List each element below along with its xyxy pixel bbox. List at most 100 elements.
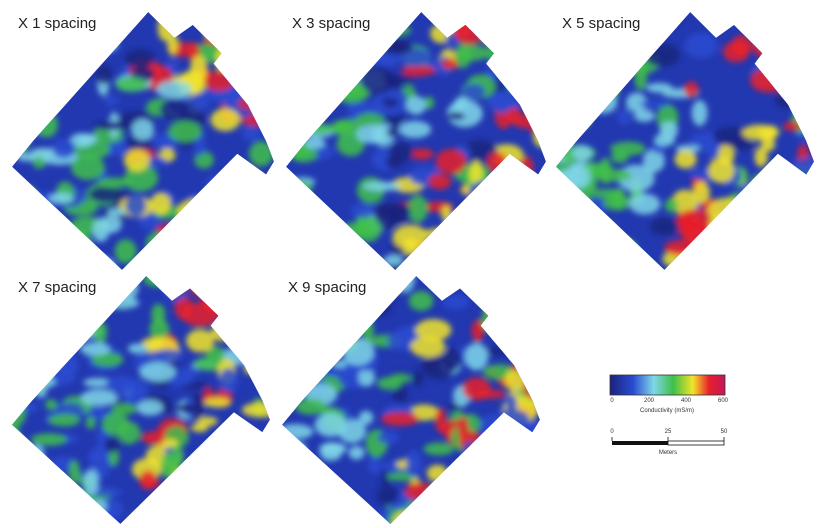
texture-blob — [441, 205, 451, 222]
texture-blob — [299, 298, 327, 325]
texture-blob — [505, 394, 517, 412]
texture-blob — [760, 212, 793, 238]
texture-blob — [507, 67, 518, 92]
texture-blob — [47, 325, 84, 347]
texture-blob — [640, 100, 670, 108]
texture-blob — [401, 65, 436, 76]
texture-blob — [224, 323, 252, 343]
texture-blob — [93, 121, 126, 130]
panel-label: X 5 spacing — [562, 15, 640, 32]
texture-blob — [730, 205, 755, 231]
texture-blob — [239, 329, 260, 343]
texture-blob — [406, 450, 421, 477]
texture-blob — [30, 94, 51, 111]
texture-blob — [522, 225, 558, 252]
texture-blob — [360, 66, 394, 94]
texture-blob — [409, 291, 434, 311]
texture-blob — [207, 283, 219, 292]
texture-blob — [533, 128, 558, 148]
texture-blob — [249, 228, 269, 249]
texture-blob — [551, 231, 579, 246]
texture-blob — [751, 173, 784, 186]
texture-blob — [463, 441, 478, 463]
texture-blob — [71, 155, 105, 180]
texture-blob — [225, 319, 254, 345]
texture-blob — [56, 353, 78, 377]
texture-blob — [517, 37, 542, 54]
texture-blob — [419, 507, 440, 527]
texture-blob — [356, 103, 388, 113]
texture-blob — [348, 254, 359, 264]
texture-blob — [284, 361, 295, 376]
texture-blob — [672, 13, 682, 22]
texture-blob — [281, 362, 303, 390]
colorbar-tick-label: 0 — [610, 398, 614, 404]
texture-blob — [503, 441, 532, 457]
texture-blob — [150, 193, 171, 215]
texture-blob — [267, 312, 302, 323]
texture-blob — [427, 486, 449, 510]
texture-blob — [124, 149, 150, 172]
texture-blob — [521, 321, 545, 336]
texture-blob — [750, 68, 786, 92]
texture-blob — [404, 482, 434, 500]
texture-blob — [611, 188, 625, 208]
panel-label: X 9 spacing — [288, 279, 366, 296]
texture-blob — [241, 307, 268, 319]
texture-blob — [472, 8, 505, 28]
texture-blob — [289, 180, 312, 195]
texture-blob — [84, 469, 99, 495]
texture-blob — [749, 189, 760, 198]
texture-blob — [232, 39, 269, 61]
texture-blob — [207, 200, 239, 223]
texture-blob — [21, 255, 46, 271]
panel-label: X 1 spacing — [18, 15, 96, 32]
texture-blob — [390, 202, 410, 224]
texture-blob — [26, 101, 56, 120]
texture-blob — [274, 224, 307, 234]
texture-blob — [189, 275, 217, 297]
texture-blob — [703, 244, 729, 254]
scale-tick-label: 0 — [610, 429, 614, 435]
texture-blob — [762, 15, 793, 35]
texture-blob — [739, 230, 768, 243]
texture-blob — [424, 228, 458, 238]
texture-blob — [644, 43, 680, 67]
texture-blob — [37, 318, 74, 334]
texture-blob — [614, 239, 638, 261]
texture-blob — [204, 71, 234, 92]
texture-blob — [60, 230, 92, 257]
texture-blob — [482, 205, 512, 218]
texture-blob — [16, 378, 41, 394]
texture-blob — [778, 83, 816, 95]
texture-blob — [7, 365, 30, 386]
texture-blob — [187, 194, 205, 209]
texture-blob — [273, 348, 299, 362]
texture-blob — [491, 260, 505, 277]
texture-blob — [139, 471, 157, 490]
texture-blob — [249, 141, 273, 166]
texture-blob — [524, 374, 545, 399]
texture-blob — [574, 222, 611, 245]
texture-blob — [241, 168, 259, 194]
texture-blob — [763, 60, 793, 69]
texture-blob — [366, 47, 384, 57]
texture-blob — [756, 205, 788, 232]
texture-blob — [650, 218, 680, 236]
texture-blob — [342, 249, 365, 257]
texture-blob — [3, 106, 28, 116]
texture-blob — [158, 14, 173, 41]
texture-blob — [58, 512, 85, 527]
texture-blob — [170, 4, 187, 27]
texture-blob — [56, 316, 94, 331]
texture-blob — [495, 317, 531, 339]
texture-blob — [228, 184, 240, 193]
texture-blob — [48, 414, 80, 426]
texture-blob — [634, 110, 655, 122]
texture-blob — [195, 469, 221, 489]
texture-blob — [97, 178, 131, 188]
texture-blob — [34, 310, 62, 319]
texture-blob — [277, 311, 291, 328]
texture-blob — [259, 11, 276, 31]
texture-blob — [3, 210, 30, 218]
